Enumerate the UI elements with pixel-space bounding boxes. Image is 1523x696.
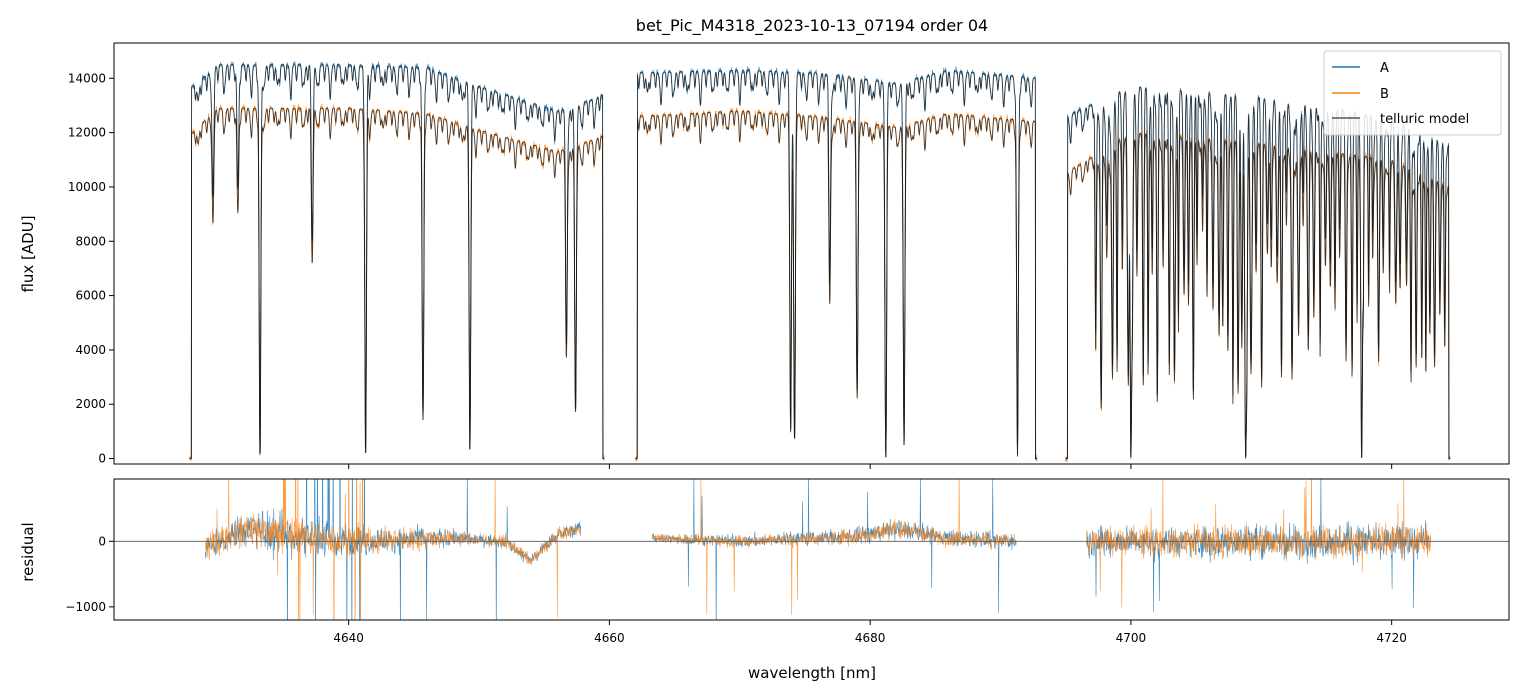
- flux-y-tick-label: 4000: [75, 343, 106, 357]
- flux-axes-frame: [113, 42, 1510, 465]
- legend-label-b: B: [1380, 87, 1389, 102]
- residual-y-ticks: −1000 0: [65, 534, 114, 614]
- residual-panel: −1000 0 4640 4660 4680 4700 4720 residual wav…: [19, 478, 1510, 682]
- residual-y-tick-label: −1000: [65, 600, 106, 614]
- flux-y-tick-label: 14000: [68, 71, 106, 85]
- flux-y-tick-label: 6000: [75, 289, 106, 303]
- legend-box: [1323, 50, 1502, 136]
- flux-y-tick-label: 10000: [68, 180, 106, 194]
- x-tick-label: 4640: [333, 631, 364, 645]
- flux-y-tick-label: 8000: [75, 234, 106, 248]
- x-tick-label: 4680: [855, 631, 886, 645]
- flux-y-tick-label: 12000: [68, 126, 106, 140]
- flux-panel: 0 2000 4000 6000 8000 10000 12000 14000 flux [A…: [19, 42, 1510, 469]
- residual-plot-area: [114, 479, 1509, 620]
- residual-x-ticks: 4640 4660 4680 4700 4720: [333, 620, 1407, 645]
- flux-plot-area: [189, 61, 1451, 463]
- flux-y-ticks: 0 2000 4000 6000 8000 10000 12000 14000: [68, 71, 114, 466]
- legend: A B telluric model: [1323, 50, 1502, 136]
- legend-label-a: A: [1380, 61, 1389, 76]
- residual-b-line: [205, 479, 1432, 620]
- flux-x-ticks: [348, 464, 1393, 469]
- telluric-model-line-b: [189, 107, 1451, 460]
- residual-axes-frame: [113, 478, 1510, 621]
- residual-y-axis-label: residual: [19, 522, 37, 581]
- chart-title: bet_Pic_M4318_2023-10-13_07194 order 04: [636, 16, 988, 36]
- x-tick-label: 4660: [594, 631, 625, 645]
- residual-y-tick-label: 0: [98, 534, 106, 548]
- flux-y-tick-label: 2000: [75, 397, 106, 411]
- x-axis-label: wavelength [nm]: [748, 664, 876, 682]
- x-tick-label: 4720: [1376, 631, 1407, 645]
- x-tick-label: 4700: [1116, 631, 1147, 645]
- flux-y-tick-label: 0: [98, 452, 106, 466]
- flux-y-axis-label: flux [ADU]: [19, 215, 37, 292]
- legend-label-telluric: telluric model: [1380, 112, 1469, 127]
